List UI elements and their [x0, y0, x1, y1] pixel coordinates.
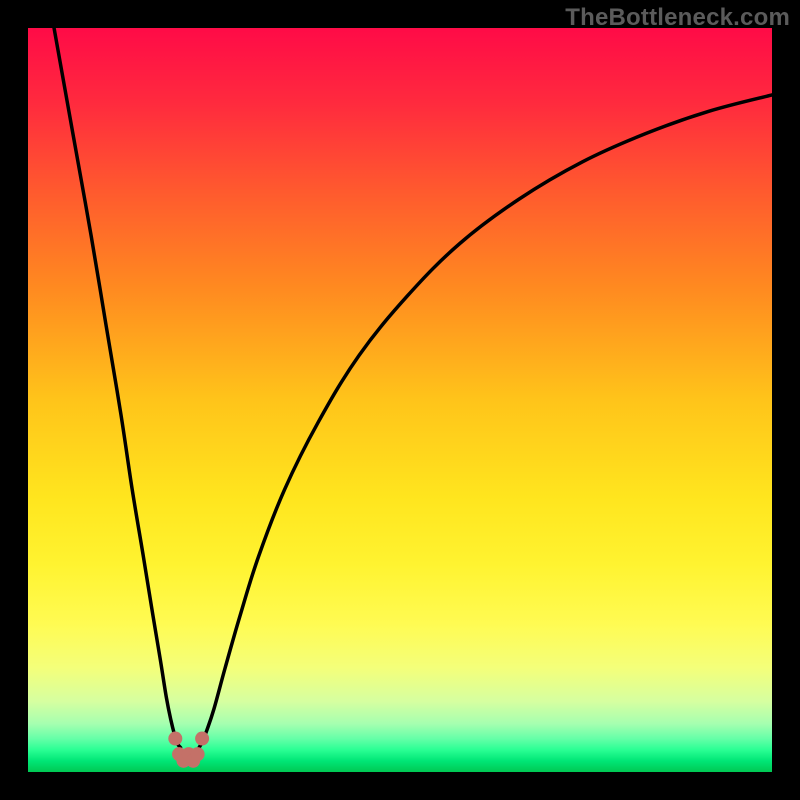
notch-marker [191, 747, 205, 761]
notch-marker [195, 732, 209, 746]
chart-frame: TheBottleneck.com [0, 0, 800, 800]
curve-layer [28, 28, 772, 772]
left-curve [54, 28, 180, 747]
right-curve [199, 95, 772, 747]
plot-area [28, 28, 772, 772]
notch-marker [168, 732, 182, 746]
